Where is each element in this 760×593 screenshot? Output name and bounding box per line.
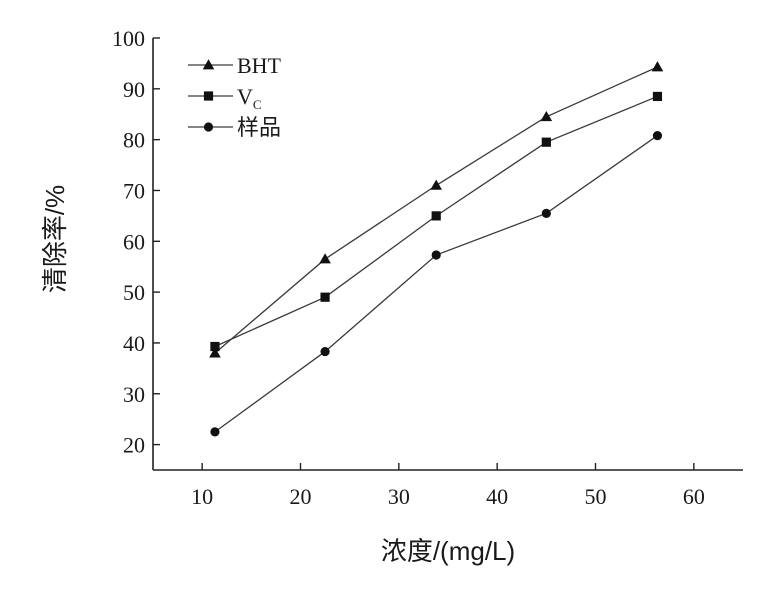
legend-label: BHT: [237, 53, 282, 78]
x-tick-label: 20: [290, 484, 312, 509]
y-tick-label: 60: [123, 229, 145, 254]
data-point: [210, 427, 220, 437]
x-tick-label: 30: [388, 484, 410, 509]
data-point: [209, 347, 221, 358]
data-point: [652, 91, 663, 102]
legend-item: VC: [188, 84, 262, 112]
data-point: [210, 341, 220, 352]
data-point: [541, 137, 551, 147]
series-3: [210, 130, 663, 437]
data-point: [319, 253, 331, 264]
legend: BHT VC 样品: [188, 53, 282, 140]
data-point: [652, 130, 663, 141]
legend-item: BHT: [188, 53, 282, 78]
y-axis-title: 清除率/%: [40, 185, 70, 293]
legend-marker: [203, 91, 214, 101]
data-point: [320, 292, 330, 302]
y-tick-label: 100: [112, 26, 145, 51]
x-tick-label: 10: [191, 484, 213, 509]
data-point: [430, 179, 442, 190]
legend-marker: [202, 59, 215, 70]
series-group: [209, 61, 664, 437]
legend-label: VC: [237, 84, 262, 112]
y-tick-label: 50: [123, 280, 145, 305]
y-tick-label: 40: [123, 331, 145, 356]
y-ticks: 20 30 40 50 60 70 80 90 100: [112, 26, 160, 458]
series-1: [209, 61, 664, 358]
series-line: [214, 95, 658, 348]
data-point: [540, 110, 553, 122]
x-ticks: 10 20 30 40 50 60: [191, 463, 705, 509]
axes: [152, 38, 743, 471]
data-point: [431, 250, 441, 260]
x-axis-title: 浓度/(mg/L): [381, 536, 515, 566]
y-tick-label: 80: [123, 128, 145, 153]
x-tick-label: 40: [486, 484, 508, 509]
legend-label: 样品: [237, 115, 281, 140]
data-point: [431, 211, 441, 221]
y-tick-label: 70: [123, 178, 145, 203]
y-tick-label: 90: [123, 77, 145, 102]
x-tick-label: 50: [585, 484, 607, 509]
y-tick-label: 20: [123, 433, 145, 458]
data-point: [320, 346, 330, 357]
legend-item: 样品: [188, 115, 281, 140]
series-line: [214, 66, 658, 354]
series-2: [210, 91, 663, 352]
data-point: [541, 208, 551, 218]
data-point: [651, 61, 664, 72]
y-tick-label: 30: [123, 382, 145, 407]
x-tick-label: 60: [683, 484, 705, 509]
legend-marker: [203, 122, 214, 132]
